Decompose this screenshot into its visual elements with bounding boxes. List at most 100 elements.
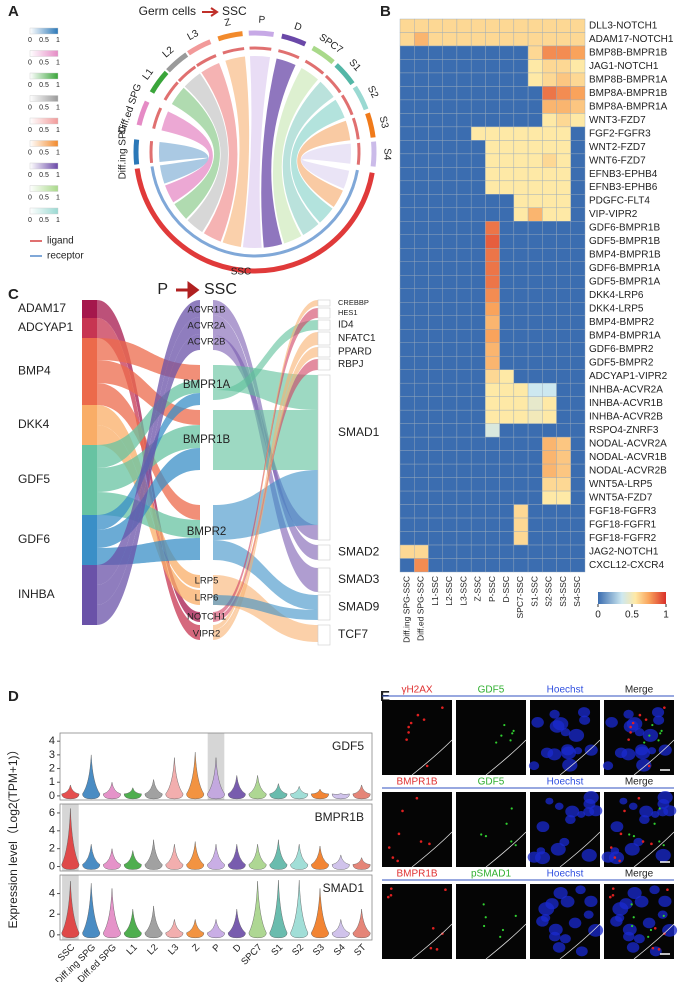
heatmap-cell [513,248,529,262]
heatmap-cell [485,126,500,141]
heatmap-cell [513,45,529,60]
source-arc [136,100,150,126]
heatmap-cell [470,275,486,289]
red-signal [419,840,423,843]
column-label: Z-SSC [473,576,483,602]
row-label: CXCL12-CXCR4 [589,560,664,571]
chord-ribbon [184,73,229,233]
heatmap-cell [556,18,571,33]
heatmap-cell [470,72,486,87]
nucleus [634,728,645,737]
colorbar-tick: 0.5 [39,59,49,66]
heatmap-cell [414,504,429,519]
ligand-arc [249,46,272,51]
heatmap-cell [570,436,586,451]
heatmap-cell [527,140,543,155]
red-signal [407,731,410,734]
ligand-arc [149,140,154,164]
nucleus [561,746,577,760]
nucleus [633,934,645,944]
violin [290,786,309,800]
heatmap-cell [428,355,443,370]
channel-label: Hoechst [547,777,584,788]
heatmap-cell [542,140,557,155]
nucleus [601,851,615,863]
row-label: GDF6-BMPR2 [589,344,654,355]
red-signal [629,731,632,734]
heatmap-cell [556,463,571,478]
heatmap-cell [470,477,486,492]
heatmap-cell [542,180,557,195]
tubule-outline [411,923,453,960]
violin [352,909,371,939]
colorbar-tick: 1 [56,127,60,134]
heatmap-cell [456,18,472,33]
red-signal [666,888,669,891]
red-signal [386,895,390,899]
nucleus [624,842,640,856]
red-signal [401,809,404,813]
y-tick-label: 2 [49,843,55,855]
colorbar-tick: 0 [28,127,32,134]
heatmap-cell [513,504,529,519]
heatmap-cell [399,302,415,316]
heatmap-cell [456,59,472,74]
ligand-arc [340,94,354,116]
heatmap-cell [556,342,571,357]
heatmap-cell [570,59,586,74]
nucleus [550,842,566,856]
heatmap-cell [456,409,472,424]
heatmap-cell [513,477,529,492]
heatmap-cell [513,113,529,128]
red-signal [441,706,444,709]
source-label: L1 [141,66,157,82]
x-tick-label: S3 [311,942,327,958]
heatmap-cell [414,342,429,357]
violin [248,775,267,800]
target-label: TCF7 [338,627,368,641]
receptor-label: BMPR1A [183,379,231,391]
heatmap-cell [442,288,458,303]
colorbar-tick: 0 [28,194,32,201]
heatmap-cell [513,329,529,343]
ligand-label: DKK4 [18,417,50,431]
heatmap-cell [513,382,529,397]
violin [103,782,121,800]
nucleus [549,709,560,719]
heatmap-cell [428,194,443,209]
receptor-label: ACVR2B [187,337,225,348]
heatmap-cell [399,261,415,276]
heatmap-cell [499,477,515,492]
heatmap-cell [570,126,586,141]
heatmap-cell [470,153,486,168]
heatmap-cell [414,463,429,478]
nucleus [547,748,562,761]
target-node [317,594,331,621]
heatmap-cell [470,531,486,546]
ligand-label: BMP4 [18,364,51,378]
heatmap-cell [414,99,429,114]
violin [352,857,371,870]
heatmap-cell [485,544,500,559]
heatmap-cell [442,490,458,505]
heatmap-cell [527,315,543,330]
y-tick-label: 0 [49,860,55,872]
chord-title-to: SSC [222,4,247,18]
red-signal [387,846,391,849]
heatmap-cell [527,194,543,209]
row-label: ADAM17-NOTCH1 [589,34,674,45]
heatmap-cell [428,45,443,60]
nucleus [623,931,635,942]
heatmap-cell [485,558,500,573]
heatmap-cell [456,261,472,276]
heatmap-cell [499,288,515,303]
green-signal [643,741,646,744]
violin [227,844,246,870]
heatmap-cell [399,342,415,357]
tubule-outline [411,831,453,868]
heatmap-cell [414,436,429,451]
green-signal [495,741,498,744]
heatmap-cell [513,72,529,87]
column-label: L3-SSC [458,576,468,606]
heatmap-cell [527,436,543,451]
